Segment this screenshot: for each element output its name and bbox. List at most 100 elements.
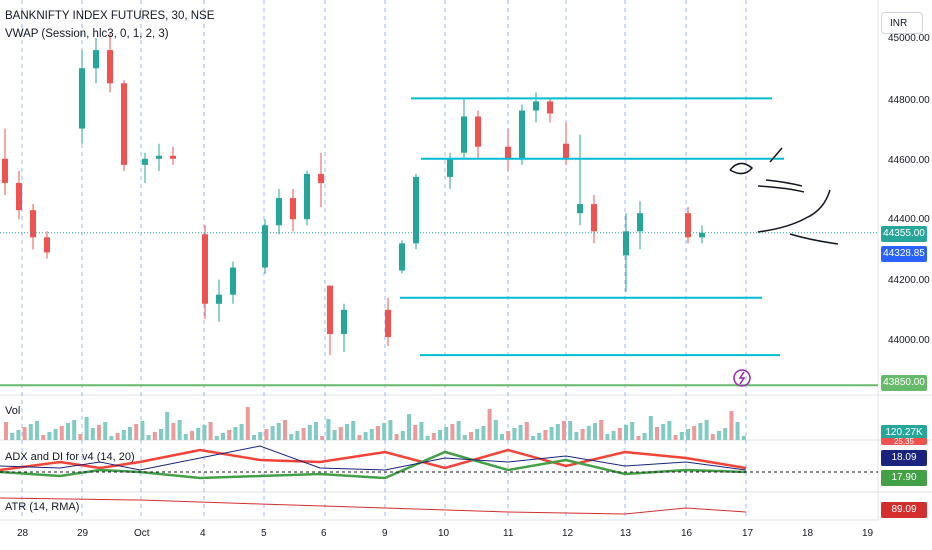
volume-bar — [97, 425, 101, 440]
candle-body — [385, 309, 391, 337]
atr-line — [0, 497, 747, 515]
volume-bar — [289, 434, 294, 440]
candle-body — [107, 50, 113, 84]
volume-bar — [624, 425, 628, 440]
volume-bar — [332, 430, 337, 440]
volume-bar — [245, 407, 250, 440]
volume-pane-label[interactable]: Vol — [5, 405, 21, 417]
adx-minus-di-line — [0, 450, 747, 480]
volume-bar — [382, 423, 387, 440]
volume-bar — [208, 422, 213, 440]
volume-bar — [165, 412, 170, 440]
volume-bar — [735, 422, 740, 440]
volume-bar — [524, 422, 529, 440]
candle-body — [475, 116, 481, 147]
candle-body — [461, 116, 467, 153]
candle-body — [505, 146, 511, 159]
volume-bar — [648, 416, 653, 440]
candle-body — [142, 158, 148, 165]
volume-bar — [109, 436, 114, 440]
volume-bar — [146, 435, 151, 440]
volume-bar — [413, 425, 418, 440]
volume-bar — [419, 422, 424, 440]
last-price-badge: 44355.00 — [881, 226, 927, 242]
volume-bar — [59, 426, 64, 440]
volume-bar — [320, 436, 325, 440]
volume-bar — [723, 428, 728, 440]
adx-pane-label[interactable]: ADX and DI for v4 (14, 20) — [5, 451, 135, 463]
volume-bar — [537, 433, 542, 440]
volume-bar — [729, 411, 734, 440]
candle-body — [318, 173, 324, 183]
volume-bar — [53, 429, 58, 440]
volume-bar — [704, 420, 709, 440]
volume-bar — [493, 420, 498, 440]
price-tick: 44600.00 — [888, 155, 930, 166]
volume-bar — [363, 432, 368, 440]
volume-bar — [431, 433, 436, 440]
time-tick: 5 — [261, 528, 267, 539]
volume-bar — [531, 436, 535, 440]
adx-red-badge: 25.35 — [881, 438, 927, 445]
volume-bar — [475, 429, 480, 440]
volume-bar — [655, 427, 659, 440]
volume-bar — [22, 427, 27, 440]
volume-bar — [661, 424, 666, 440]
volume-bar — [307, 425, 312, 440]
volume-bar — [580, 429, 585, 440]
volume-bar — [388, 420, 393, 440]
volume-bar — [183, 434, 188, 440]
volume-bar — [636, 436, 641, 440]
candle-body — [327, 285, 333, 334]
volume-bar — [487, 409, 492, 440]
volume-bar — [611, 431, 616, 440]
volume-bar — [710, 434, 715, 440]
volume-bar — [400, 431, 405, 440]
volume-bar — [351, 421, 356, 440]
volume-bar — [357, 435, 362, 440]
volume-bar — [103, 422, 108, 440]
volume-bar — [121, 430, 126, 440]
volume-bar — [72, 420, 77, 440]
symbol-title[interactable]: BANKNIFTY INDEX FUTURES, 30, NSE — [5, 10, 215, 22]
atr-badge: 89.09 — [881, 502, 927, 518]
candle-body — [591, 204, 597, 232]
volume-bar — [338, 427, 343, 440]
price-tick: 44400.00 — [888, 214, 930, 225]
candle-body — [79, 68, 85, 129]
candle-body — [93, 50, 99, 69]
time-tick: 11 — [503, 528, 514, 539]
volume-bar — [679, 432, 684, 440]
volume-bar — [673, 435, 678, 440]
candle-body — [290, 198, 296, 220]
volume-bar — [462, 435, 467, 440]
candle-body — [44, 237, 50, 253]
time-tick: 19 — [862, 528, 874, 539]
volume-bar — [605, 434, 610, 440]
volume-bar — [270, 426, 275, 440]
volume-bar — [202, 425, 207, 440]
volume-bar — [692, 426, 697, 440]
volume-bar — [717, 431, 721, 440]
vwap-indicator-label[interactable]: VWAP (Session, hlc3, 0, 1, 2, 3) — [5, 28, 169, 40]
support-price-badge: 43850.00 — [881, 375, 927, 391]
volume-badge: 120.27K — [881, 425, 927, 441]
volume-bar — [555, 424, 560, 440]
candle-body — [577, 204, 583, 214]
volume-bar — [276, 423, 281, 440]
volume-bar — [741, 436, 746, 440]
volume-bar — [258, 432, 263, 440]
volume-bar — [369, 429, 374, 440]
currency-button[interactable]: INR — [881, 12, 923, 34]
candle-body — [30, 210, 36, 238]
atr-pane-label[interactable]: ATR (14, RMA) — [5, 501, 80, 513]
volume-bar — [283, 420, 287, 440]
volume-bar — [456, 421, 461, 440]
volume-bar — [450, 424, 455, 440]
candle-body — [547, 101, 553, 114]
candle-body — [121, 83, 127, 165]
candle-body — [202, 234, 208, 304]
time-tick: 16 — [681, 528, 693, 539]
volume-bar — [667, 421, 672, 440]
